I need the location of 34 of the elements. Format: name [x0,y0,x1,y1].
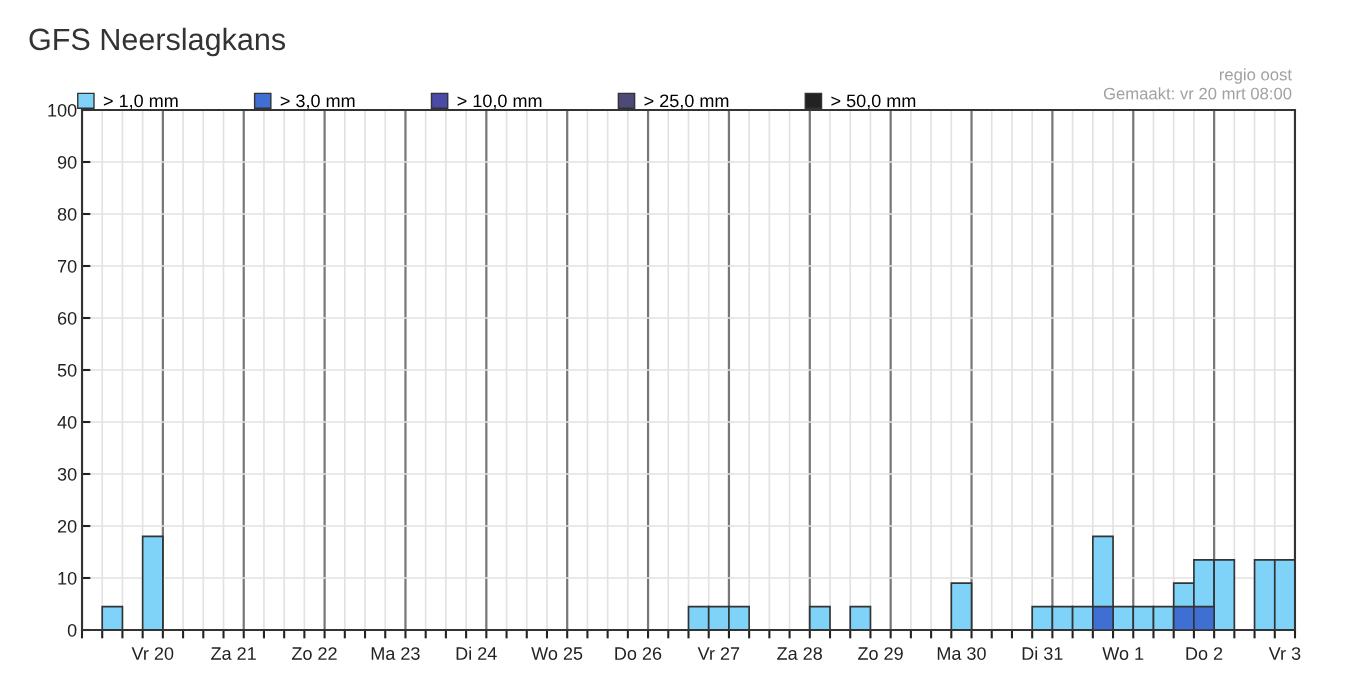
y-tick-label: 60 [57,311,77,325]
x-tick-label: Vr 3 [1268,647,1301,660]
legend-label: > 25,0 mm [644,94,729,110]
text: Gemaakt: vr 20 mrt 08:00 [1103,87,1292,100]
legend-label: > 1,0 mm [103,94,178,110]
text: regio oost [1219,68,1292,84]
chart-title: GFS Neerslagkans [29,27,286,57]
x-tick-label: Za 28 [777,647,822,660]
x-tick-label: Vr 20 [131,647,174,660]
x-tick-label: Wo 1 [1102,647,1144,660]
x-tick-label: Do 26 [615,647,662,660]
y-tick-label: 80 [57,207,77,221]
y-tick-label: 90 [57,155,77,169]
x-tick-label: Ma 23 [371,647,420,660]
y-tick-label: 30 [57,467,77,481]
x-tick-label: Zo 29 [858,647,903,660]
y-tick-label: 40 [57,415,77,429]
x-tick-label: Zo 22 [291,647,337,660]
y-tick-label: 0 [67,623,77,637]
x-tick-label: Vr 27 [697,647,740,660]
legend-label: > 3,0 mm [280,94,355,110]
x-tick-label: Do 2 [1186,647,1223,660]
x-tick-label: Za 21 [211,647,256,660]
x-tick-label: Ma 30 [937,647,986,660]
x-tick-label: Di 24 [456,646,497,660]
x-tick-label: Wo 25 [531,647,583,660]
y-tick-label: 50 [57,363,77,377]
legend-label: > 50,0 mm [831,94,916,110]
legend-label: > 10,0 mm [457,94,542,110]
y-tick-label: 20 [57,519,77,533]
y-tick-label: 10 [58,571,77,585]
y-tick-label: 70 [57,259,77,273]
y-tick-label: 100 [48,103,77,117]
x-tick-label: Di 31 [1022,646,1063,660]
